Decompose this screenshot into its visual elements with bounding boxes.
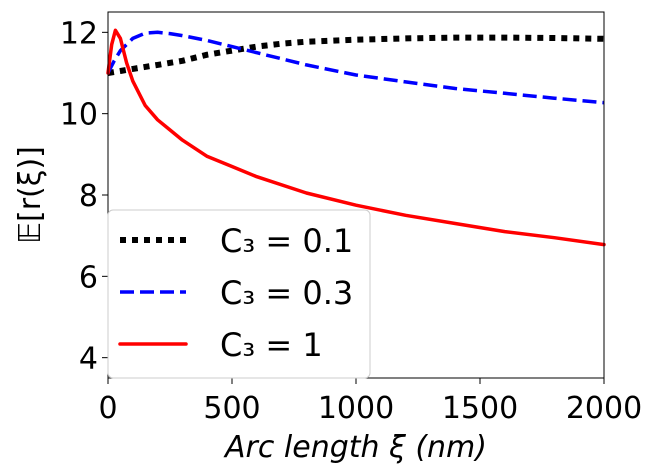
series-line-2 [106,28,606,247]
plot-series [106,28,606,247]
x-tick-label: 2000 [566,391,642,426]
series-line-0 [107,34,605,76]
y-tick-label: 10 [60,98,98,133]
y-tick-label: 4 [79,342,98,377]
y-tick-label: 6 [79,260,98,295]
legend-label-c3-0.3: C₃ = 0.3 [220,274,353,312]
y-tick-label: 12 [60,16,98,51]
y-tick-label: 8 [79,179,98,214]
x-tick-label: 0 [98,391,117,426]
y-axis-label: 𝔼[r(ξ)] [13,146,48,244]
legend-label-c3-1: C₃ = 1 [220,326,323,364]
series-line-1 [106,30,605,105]
legend: C₃ = 0.1 C₃ = 0.3 C₃ = 1 [107,209,371,379]
x-tick-label: 1000 [318,391,394,426]
x-tick-label: 500 [203,391,260,426]
y-axis-ticks: 4 6 8 10 12 [60,16,108,377]
x-tick-label: 1500 [442,391,518,426]
x-axis-ticks: 0 500 1000 1500 2000 [98,378,642,426]
legend-label-c3-0.1: C₃ = 0.1 [220,222,353,260]
legend-box [107,209,371,379]
x-axis-label: Arc length ξ (nm) [223,430,487,465]
